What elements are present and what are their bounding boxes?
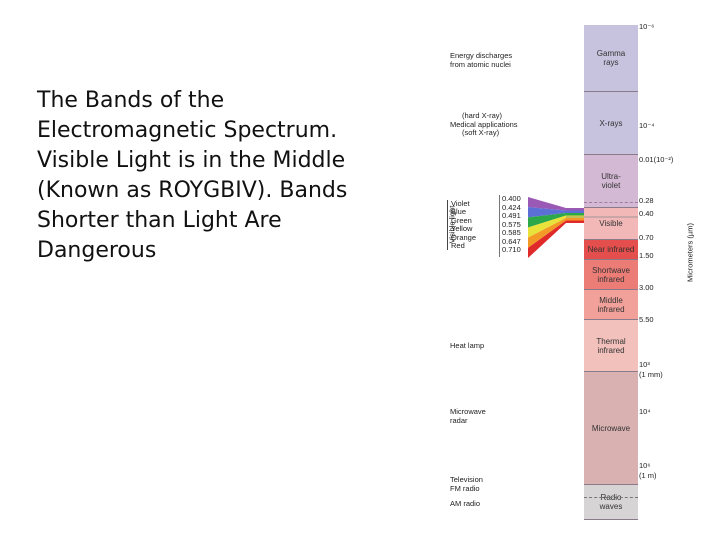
visible-fan-stripe [528,197,584,211]
band-label: Visible [599,219,623,228]
band-label: Near infrared [587,245,635,254]
visible-color-name: Green [451,215,472,225]
spectrum-band: Near infrared [584,240,638,260]
wavelength-tick-label: 3.00 [639,283,654,292]
visible-wavelength: 0.491 [502,211,521,220]
visible-wavelength: 0.400 [502,194,521,203]
visible-color-name: Red [451,241,465,250]
wavelength-tick-label: 10⁴ [639,407,651,416]
visible-wavelength: 0.585 [502,228,521,237]
visible-fan-stripe [528,218,584,248]
visible-color-name: Orange [451,232,477,242]
micrometers-axis-title: Micrometers (µm) [685,223,695,282]
band-label: Ultra- [601,172,621,181]
band-label: infrared [597,304,625,314]
visible-color-name: Violet [451,199,470,208]
wavelength-tick-label: 10⁻⁶ [639,22,655,31]
application-label-line: Medical applications [450,119,518,129]
wavelength-box [499,195,528,257]
application-label-line: AM radio [450,499,481,508]
visible-fan-stripe [528,215,584,238]
band-label: Middle [599,295,623,305]
application-label: AM radio [450,499,481,509]
application-label-line: (soft X-ray) [462,128,500,137]
wavelength-tick-label: 1.50 [639,251,654,260]
band-label: violet [601,181,621,190]
application-label: Television FM radio [450,475,483,493]
visible-bracket [447,200,451,250]
band-label: infrared [597,274,625,284]
uv-divider [584,202,638,203]
band-label: rays [603,58,619,67]
visible-wavelength: 0.710 [502,245,521,254]
spectrum-band: Shortwave infrared [584,260,638,290]
wavelength-tick-label: 0.28 [639,196,654,205]
slide-text-line: (Known as ROYGBIV). Bands [37,178,348,203]
wavelength-tick-label: 5.50 [639,315,654,324]
application-label: Energy discharges from atomic nuclei [450,51,513,69]
spectrum-band: Gamma rays [584,25,638,92]
wavelength-tick-label: (1 mm) [639,370,663,379]
slide-text-line: Visible Light is in the Middle [37,148,346,173]
slide-text-line: Shorter than Light Are [37,208,282,233]
band-label: Microwave [591,423,631,433]
spectrum-band: X-rays [584,92,638,155]
band-label: infrared [597,345,625,355]
application-label-line: Heat lamp [450,341,485,350]
band-label: Thermal [596,336,626,346]
wavelength-tick-label: 0.40 [639,209,654,218]
spectrum-band: Ultra-violet [584,155,638,208]
spectrum-band: Visible [584,208,638,240]
band-label: Gamma [596,49,626,58]
spectrum-band: Microwave [584,372,638,485]
spectrum-figure: Gamma rays X-rays Ultra-violet Visible Near i… [430,20,720,540]
wavelength-tick-label: 0.01(10⁻²) [639,155,674,164]
visible-wavelength: 0.647 [502,236,521,246]
band-label: Shortwave [592,265,630,275]
application-label-line: from atomic nuclei [450,59,511,69]
wavelength-tick-label: 10³ [639,360,650,369]
spectrum-band: Middle infrared [584,290,638,320]
slide-text-line: Dangerous [37,238,157,263]
application-label: Heat lamp [450,341,485,351]
application-label-line: (hard X-ray) [462,111,503,120]
visible-fan-stripe [528,213,584,228]
spectrum-band: Thermal infrared [584,320,638,372]
wavelength-tick-label: 0.70 [639,233,654,242]
visible-color-name: Yellow [451,224,473,234]
visible-color-name: Blue [451,207,467,217]
visible-wavelength: 0.424 [502,202,521,212]
application-label: Microwave radar [450,407,486,425]
visible-light-fan [528,197,638,258]
slide-text: The Bands of the Electromagnetic Spectrum… [37,86,407,266]
visible-light-axis-label: Visible light [447,205,457,244]
wavelength-tick-label: (1 m) [639,471,657,480]
wavelength-tick-label: 10⁻⁴ [639,121,655,130]
application-label-line: radar [450,415,468,425]
slide-text-line: Electromagnetic Spectrum. [37,118,338,143]
application-label-line: Television [450,475,483,484]
application-label: (hard X-ray) Medical applications (soft X-… [450,111,518,138]
radio-divider [584,497,638,498]
visible-fan-stripe [528,220,584,258]
band-label: X-rays [599,118,623,128]
visible-wavelength: 0.575 [502,219,521,229]
application-label-line: FM radio [450,483,480,493]
application-label-line: Energy discharges [450,51,513,60]
slide-text-line: The Bands of the [37,88,225,113]
application-label-line: Microwave [450,407,486,416]
visible-fan-stripe [528,207,584,218]
band-label: waves [599,502,623,511]
wavelength-tick-label: 10⁶ [639,461,651,470]
